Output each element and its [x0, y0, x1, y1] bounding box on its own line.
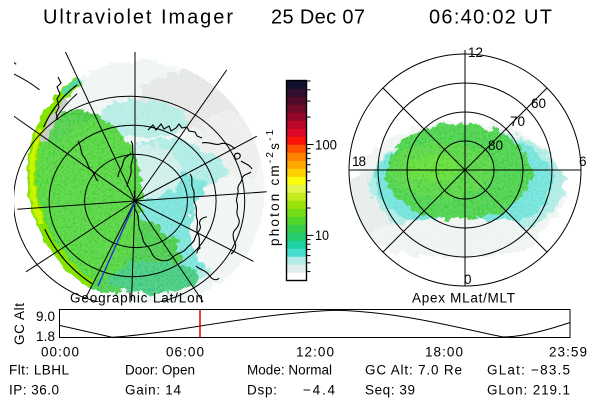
svg-text:Flt: LBHL: Flt: LBHL [9, 363, 69, 378]
svg-text:18: 18 [352, 154, 366, 169]
svg-text:IP: 36.0: IP: 36.0 [9, 383, 59, 398]
svg-text:Gain: 14: Gain: 14 [125, 383, 181, 398]
svg-text:0: 0 [464, 272, 472, 287]
svg-text:9.0: 9.0 [36, 309, 55, 324]
svg-text:GLat: −83.5: GLat: −83.5 [487, 363, 570, 378]
svg-text:60: 60 [531, 96, 546, 111]
svg-text:23:59: 23:59 [549, 345, 587, 360]
svg-text:18:00: 18:00 [425, 345, 463, 360]
svg-text:06:00: 06:00 [166, 345, 204, 360]
svg-text:6: 6 [579, 154, 587, 169]
svg-text:12: 12 [468, 45, 483, 60]
svg-text:00:00: 00:00 [41, 345, 79, 360]
svg-text:Mode: Normal: Mode: Normal [247, 363, 332, 378]
svg-text:25 Dec 07: 25 Dec 07 [271, 7, 365, 29]
svg-text:GC Alt: GC Alt [12, 303, 27, 345]
svg-text:1.8: 1.8 [36, 329, 55, 344]
svg-text:100: 100 [315, 138, 337, 153]
svg-text:photon cm-2s-1: photon cm-2s-1 [265, 128, 282, 246]
svg-text:GC Alt: 7.0 Re: GC Alt: 7.0 Re [365, 363, 462, 378]
svg-text:70: 70 [510, 114, 525, 129]
svg-text:Apex MLat/MLT: Apex MLat/MLT [412, 291, 515, 306]
svg-text:10: 10 [315, 228, 329, 243]
svg-text:80: 80 [488, 138, 503, 153]
svg-text:Geographic Lat/Lon: Geographic Lat/Lon [70, 291, 203, 306]
svg-text:Seq: 39: Seq: 39 [365, 383, 415, 398]
svg-text:−4.4: −4.4 [303, 383, 335, 398]
svg-text:GLon: 219.1: GLon: 219.1 [487, 383, 570, 398]
svg-text:12:00: 12:00 [296, 345, 334, 360]
svg-text:Door: Open: Door: Open [125, 363, 195, 378]
svg-text:Dsp:: Dsp: [247, 383, 277, 398]
svg-text:06:40:02 UT: 06:40:02 UT [429, 7, 552, 29]
